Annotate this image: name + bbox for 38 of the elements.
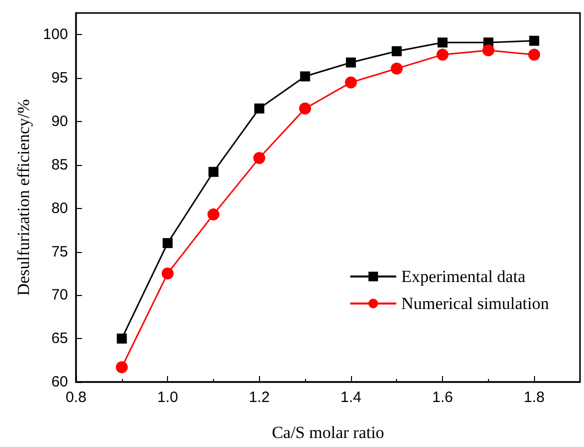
point [390, 62, 403, 75]
point [482, 44, 494, 56]
y-axis-title: Desulfurization efficiency/% [14, 99, 33, 296]
point [528, 48, 540, 61]
legend-label: Numerical simulation [401, 294, 550, 313]
y-tick-label: 65 [51, 330, 68, 348]
point [253, 152, 266, 164]
x-tick-label: 1.2 [248, 389, 270, 406]
y-tick-label: 80 [51, 200, 68, 217]
y-tick-label: 95 [51, 70, 68, 87]
x-tick-label: 1.8 [524, 389, 545, 406]
point [529, 36, 540, 46]
y-tick-label: 70 [51, 286, 68, 304]
x-tick-label: 1.4 [340, 389, 362, 406]
y-tick-label: 100 [42, 26, 68, 44]
y-tick-label: 85 [51, 156, 68, 174]
point [300, 71, 310, 82]
point [438, 38, 448, 48]
x-tick-label: 1.0 [157, 389, 178, 406]
point [116, 334, 127, 344]
point [208, 166, 218, 177]
point [162, 238, 173, 248]
point [162, 267, 174, 280]
y-tick-label: 90 [51, 113, 68, 130]
x-tick-label: 1.6 [432, 389, 453, 406]
x-axis-title: Ca/S molar ratio [272, 423, 384, 442]
point [116, 361, 128, 374]
x-tick-label: 0.8 [66, 389, 86, 406]
y-tick-label: 75 [51, 243, 68, 260]
point [392, 46, 402, 56]
point [344, 76, 357, 88]
point [299, 102, 312, 115]
point [207, 208, 220, 220]
point [254, 104, 264, 114]
legend-label: Experimental data [401, 267, 526, 286]
point [346, 57, 356, 68]
y-tick-label: 60 [51, 374, 68, 390]
point [436, 48, 449, 61]
